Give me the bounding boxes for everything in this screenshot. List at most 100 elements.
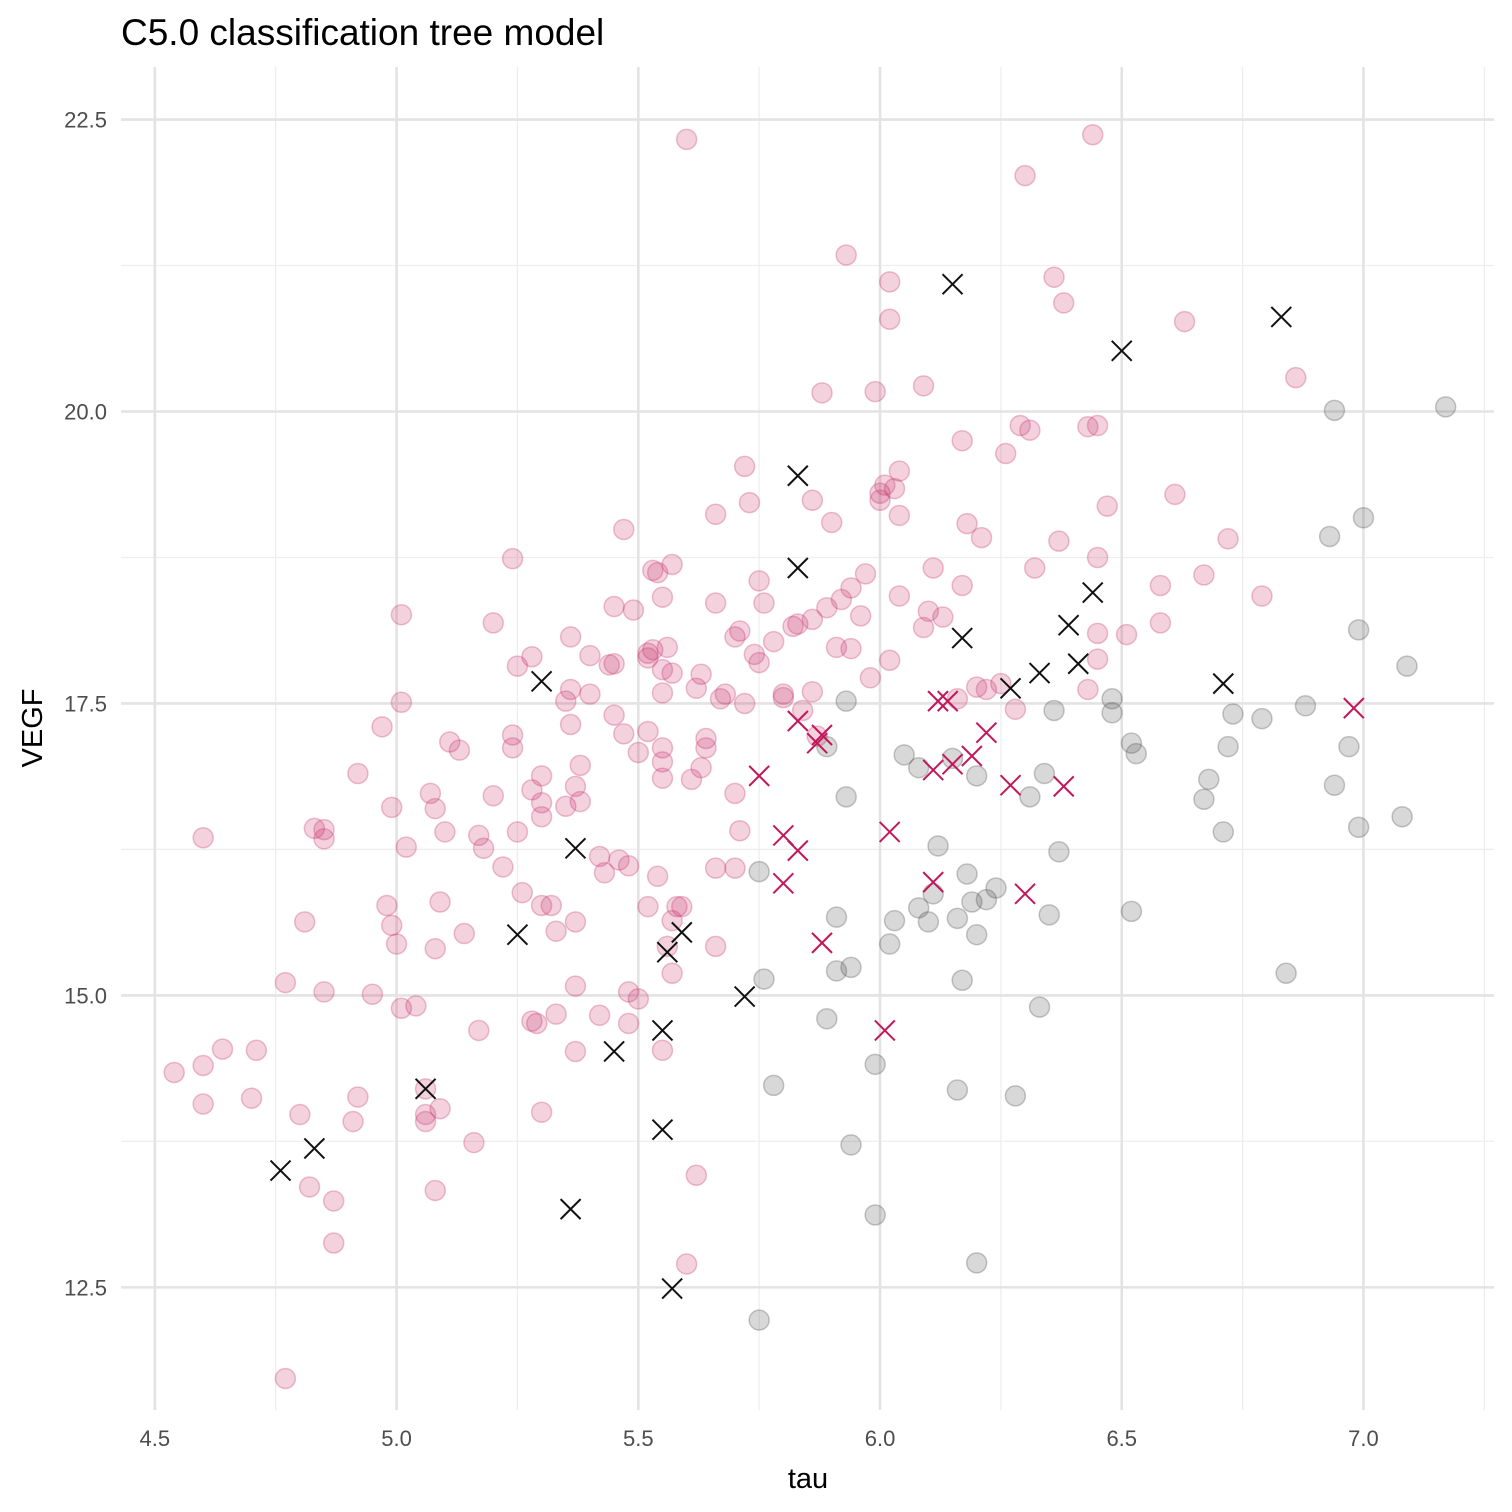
data-point-circle	[704, 857, 727, 879]
data-point-circle	[555, 795, 577, 817]
data-point-cross	[951, 627, 973, 649]
data-point-cross	[748, 765, 770, 787]
data-point-circle	[970, 526, 993, 549]
data-point-circle	[864, 1053, 886, 1076]
data-point-cross	[651, 1019, 674, 1042]
data-point-circle	[559, 713, 582, 736]
y-tick-label: 12.5	[64, 1275, 107, 1300]
data-point-circle	[651, 751, 674, 773]
data-point-circle	[1081, 123, 1104, 146]
data-point-circle	[1251, 585, 1273, 607]
data-point-circle	[782, 615, 804, 638]
data-point-circle	[859, 667, 882, 689]
data-point-circle	[564, 1040, 587, 1063]
data-point-circle	[424, 937, 446, 960]
data-point-circle	[835, 244, 857, 266]
data-point-circle	[1434, 396, 1457, 418]
data-point-circle	[946, 1079, 969, 1101]
data-point-circle	[1086, 648, 1109, 670]
data-point-circle	[274, 1367, 297, 1390]
data-point-circle	[1115, 623, 1138, 646]
data-point-circle	[593, 862, 616, 884]
data-point-circle	[303, 817, 326, 840]
data-point-circle	[690, 663, 712, 686]
data-point-circle	[530, 805, 553, 828]
data-point-circle	[835, 786, 857, 808]
data-point-circle	[690, 756, 712, 779]
data-point-circle	[1009, 414, 1031, 437]
data-point-circle	[540, 894, 563, 917]
data-point-circle	[637, 895, 659, 918]
data-point-circle	[656, 636, 679, 659]
data-point-circle	[1149, 612, 1172, 634]
data-point-circle	[1193, 564, 1215, 586]
data-point-circle	[907, 897, 930, 919]
data-point-circle	[922, 557, 944, 579]
data-point-circle	[661, 909, 683, 932]
data-point-circle	[424, 1179, 446, 1202]
data-point-cross	[303, 1137, 326, 1160]
data-marks	[163, 123, 1457, 1390]
data-point-circle	[564, 975, 587, 997]
data-point-cross	[922, 759, 944, 781]
data-point-cross	[656, 941, 679, 963]
data-point-circle	[864, 1204, 886, 1226]
data-point-cross	[733, 985, 756, 1008]
data-point-circle	[622, 599, 645, 621]
data-point-cross	[564, 837, 587, 859]
data-point-circle	[603, 653, 625, 675]
data-point-circle	[395, 836, 417, 858]
data-point-circle	[1222, 703, 1244, 725]
data-point-circle	[651, 658, 674, 681]
data-point-circle	[724, 626, 746, 648]
data-point-circle	[733, 455, 756, 478]
data-point-circle	[1275, 962, 1297, 984]
data-point-circle	[1217, 528, 1239, 550]
data-point-circle	[1217, 735, 1239, 758]
data-point-circle	[874, 474, 896, 496]
data-point-circle	[390, 997, 413, 1020]
data-point-cross	[811, 932, 833, 954]
data-point-circle	[840, 637, 862, 660]
data-point-circle	[864, 380, 886, 403]
data-point-circle	[501, 724, 524, 746]
data-point-circle	[521, 779, 543, 801]
data-point-circle	[830, 588, 853, 611]
data-point-cross	[787, 557, 809, 579]
y-tick-label: 22.5	[64, 108, 107, 133]
data-point-circle	[753, 968, 775, 990]
data-point-cross	[941, 753, 964, 775]
data-point-circle	[627, 988, 650, 1010]
data-point-circle	[1052, 292, 1075, 314]
data-point-circle	[985, 877, 1007, 899]
data-point-circle	[888, 585, 911, 607]
data-point-circle	[530, 894, 553, 917]
data-point-circle	[453, 922, 475, 945]
data-point-circle	[695, 737, 717, 759]
data-point-circle	[685, 1164, 708, 1187]
data-point-circle	[801, 608, 824, 631]
data-point-circle	[482, 612, 505, 634]
data-point-circle	[1019, 786, 1041, 808]
data-point-circle	[811, 382, 833, 404]
data-point-circle	[666, 895, 688, 918]
data-point-cross	[772, 872, 795, 895]
data-point-circle	[613, 518, 635, 541]
data-point-circle	[743, 643, 766, 666]
data-point-circle	[313, 818, 335, 841]
data-point-circle	[883, 477, 906, 500]
data-point-circle	[946, 907, 969, 930]
data-point-circle	[414, 1103, 437, 1126]
data-point-circle	[1396, 655, 1418, 677]
x-tick-label: 4.5	[140, 1426, 171, 1451]
data-point-circle	[1028, 996, 1051, 1018]
data-point-circle	[646, 865, 669, 888]
data-point-circle	[917, 600, 940, 622]
grid	[121, 67, 1494, 1410]
data-point-circle	[675, 1253, 698, 1275]
data-point-circle	[912, 616, 935, 639]
data-point-circle	[646, 561, 669, 584]
data-point-cross	[1212, 672, 1234, 695]
data-point-circle	[1318, 525, 1341, 548]
data-point-circle	[342, 1110, 364, 1133]
